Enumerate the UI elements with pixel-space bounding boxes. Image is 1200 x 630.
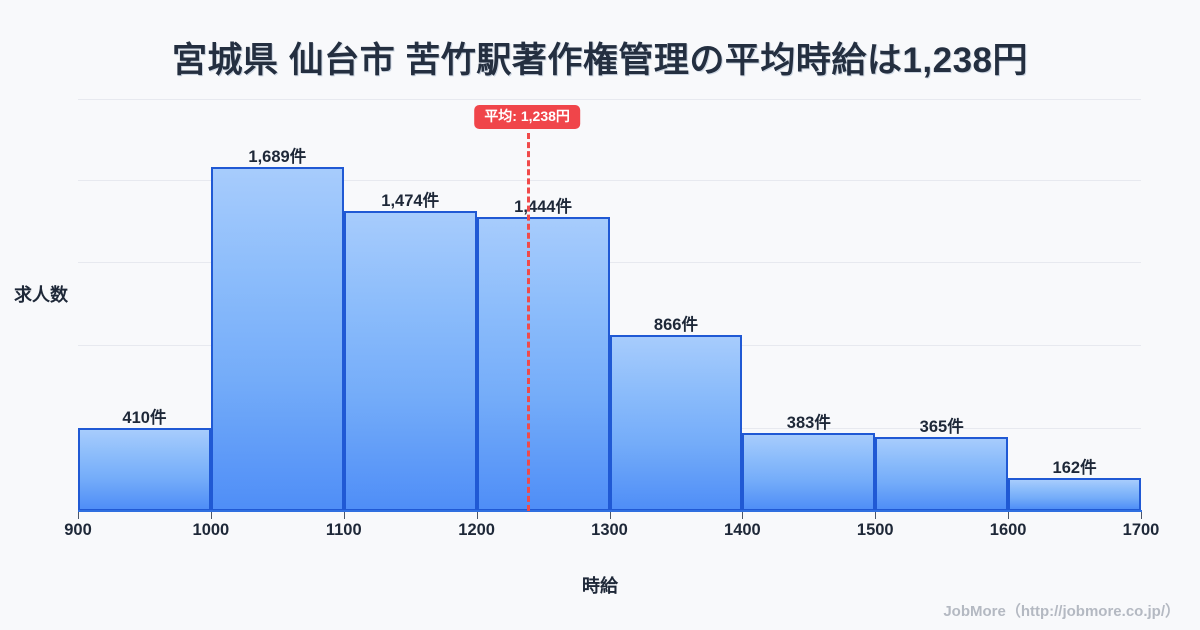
- gridline: [78, 180, 1141, 181]
- x-axis-tick: [1141, 512, 1142, 519]
- histogram-bar: [78, 427, 211, 511]
- histogram-bar: [210, 167, 344, 511]
- x-axis-tick-label: 1000: [192, 521, 230, 539]
- x-axis-tick-label: 1100: [325, 521, 362, 539]
- x-axis-tick: [875, 512, 877, 519]
- x-axis-tick-label: 1500: [856, 521, 894, 539]
- x-axis-tick: [343, 512, 345, 519]
- histogram-bar: [609, 334, 743, 511]
- bar-value-label: 410件: [122, 408, 167, 427]
- x-axis-tick-label: 1300: [591, 521, 628, 539]
- x-axis-tick-label: 1700: [1122, 521, 1160, 539]
- bar-value-label: 1,474件: [381, 192, 440, 211]
- x-axis-tick: [742, 512, 744, 519]
- x-axis-tick: [1008, 512, 1010, 519]
- histogram-bar: [875, 436, 1009, 511]
- bar-value-label: 1,689件: [248, 148, 307, 167]
- histogram-bar: [1008, 478, 1141, 511]
- bar-value-label: 866件: [653, 315, 698, 334]
- x-axis-tick-label: 1200: [458, 521, 495, 539]
- x-axis-tick-label: 900: [64, 521, 92, 539]
- x-axis-title: 時給: [582, 576, 618, 596]
- histogram-bar: [343, 211, 477, 511]
- footer-credit: JobMore（http://jobmore.co.jp/）: [943, 603, 1180, 620]
- x-axis-tick: [210, 512, 212, 519]
- x-axis-line: [78, 510, 1142, 512]
- histogram-bar: [476, 217, 610, 511]
- average-line: [527, 133, 531, 511]
- x-axis-tick: [476, 512, 478, 519]
- x-axis-tick: [609, 512, 611, 519]
- gridline: [78, 99, 1141, 100]
- page-title: 宮城県 仙台市 苦竹駅著作権管理の平均時給は1,238円: [171, 41, 1029, 80]
- bar-value-label: 365件: [919, 417, 964, 436]
- gridline: [78, 262, 1141, 263]
- x-axis-tick-label: 1400: [724, 521, 761, 539]
- bar-value-label: 1,444件: [514, 198, 572, 217]
- x-axis-tick-label: 1600: [989, 521, 1027, 539]
- histogram-bar: [742, 433, 876, 511]
- bar-value-label: 383件: [786, 414, 831, 433]
- bar-value-label: 162件: [1052, 459, 1097, 478]
- x-axis-tick: [78, 512, 79, 519]
- y-axis-title: 求人数: [14, 285, 68, 305]
- average-badge: 平均: 1,238円: [474, 105, 580, 130]
